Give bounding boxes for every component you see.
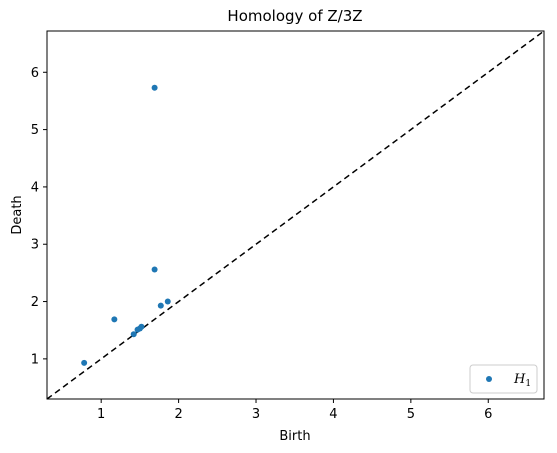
- data-point: [81, 359, 88, 366]
- data-point: [111, 316, 118, 323]
- x-tick-label: 1: [97, 407, 105, 422]
- x-axis: 1 2 3 4 5 6: [97, 399, 492, 422]
- data-point: [157, 302, 164, 309]
- x-tick-label: 3: [252, 407, 260, 422]
- data-point: [130, 331, 137, 338]
- x-tick-label: 6: [484, 407, 492, 422]
- data-point: [164, 298, 171, 305]
- y-axis: 1 2 3 4 5 6: [31, 66, 47, 367]
- x-axis-label: Birth: [279, 429, 310, 444]
- legend: H1: [469, 364, 538, 394]
- legend-label: H1: [513, 372, 531, 389]
- data-point: [151, 266, 158, 273]
- y-tick-label: 6: [31, 66, 39, 81]
- x-tick-label: 5: [407, 407, 415, 422]
- y-tick-label: 4: [31, 180, 39, 195]
- chart-title: Homology of Z/3Z: [227, 7, 362, 25]
- y-tick-label: 1: [31, 352, 39, 367]
- data-point: [151, 84, 158, 91]
- legend-series-name: H: [513, 372, 526, 387]
- x-tick-label: 4: [329, 407, 337, 422]
- legend-box: [469, 364, 538, 394]
- y-tick-label: 5: [31, 123, 39, 138]
- diagonal-line: [46, 30, 545, 400]
- y-tick-label: 3: [31, 238, 39, 253]
- plot-area: [46, 30, 545, 400]
- plot-frame: [46, 30, 545, 400]
- legend-marker: [486, 376, 492, 382]
- legend-series-subscript: 1: [525, 379, 531, 389]
- data-point: [138, 323, 145, 330]
- y-tick-label: 2: [31, 295, 39, 310]
- y-axis-label: Death: [10, 195, 25, 234]
- x-tick-label: 2: [174, 407, 182, 422]
